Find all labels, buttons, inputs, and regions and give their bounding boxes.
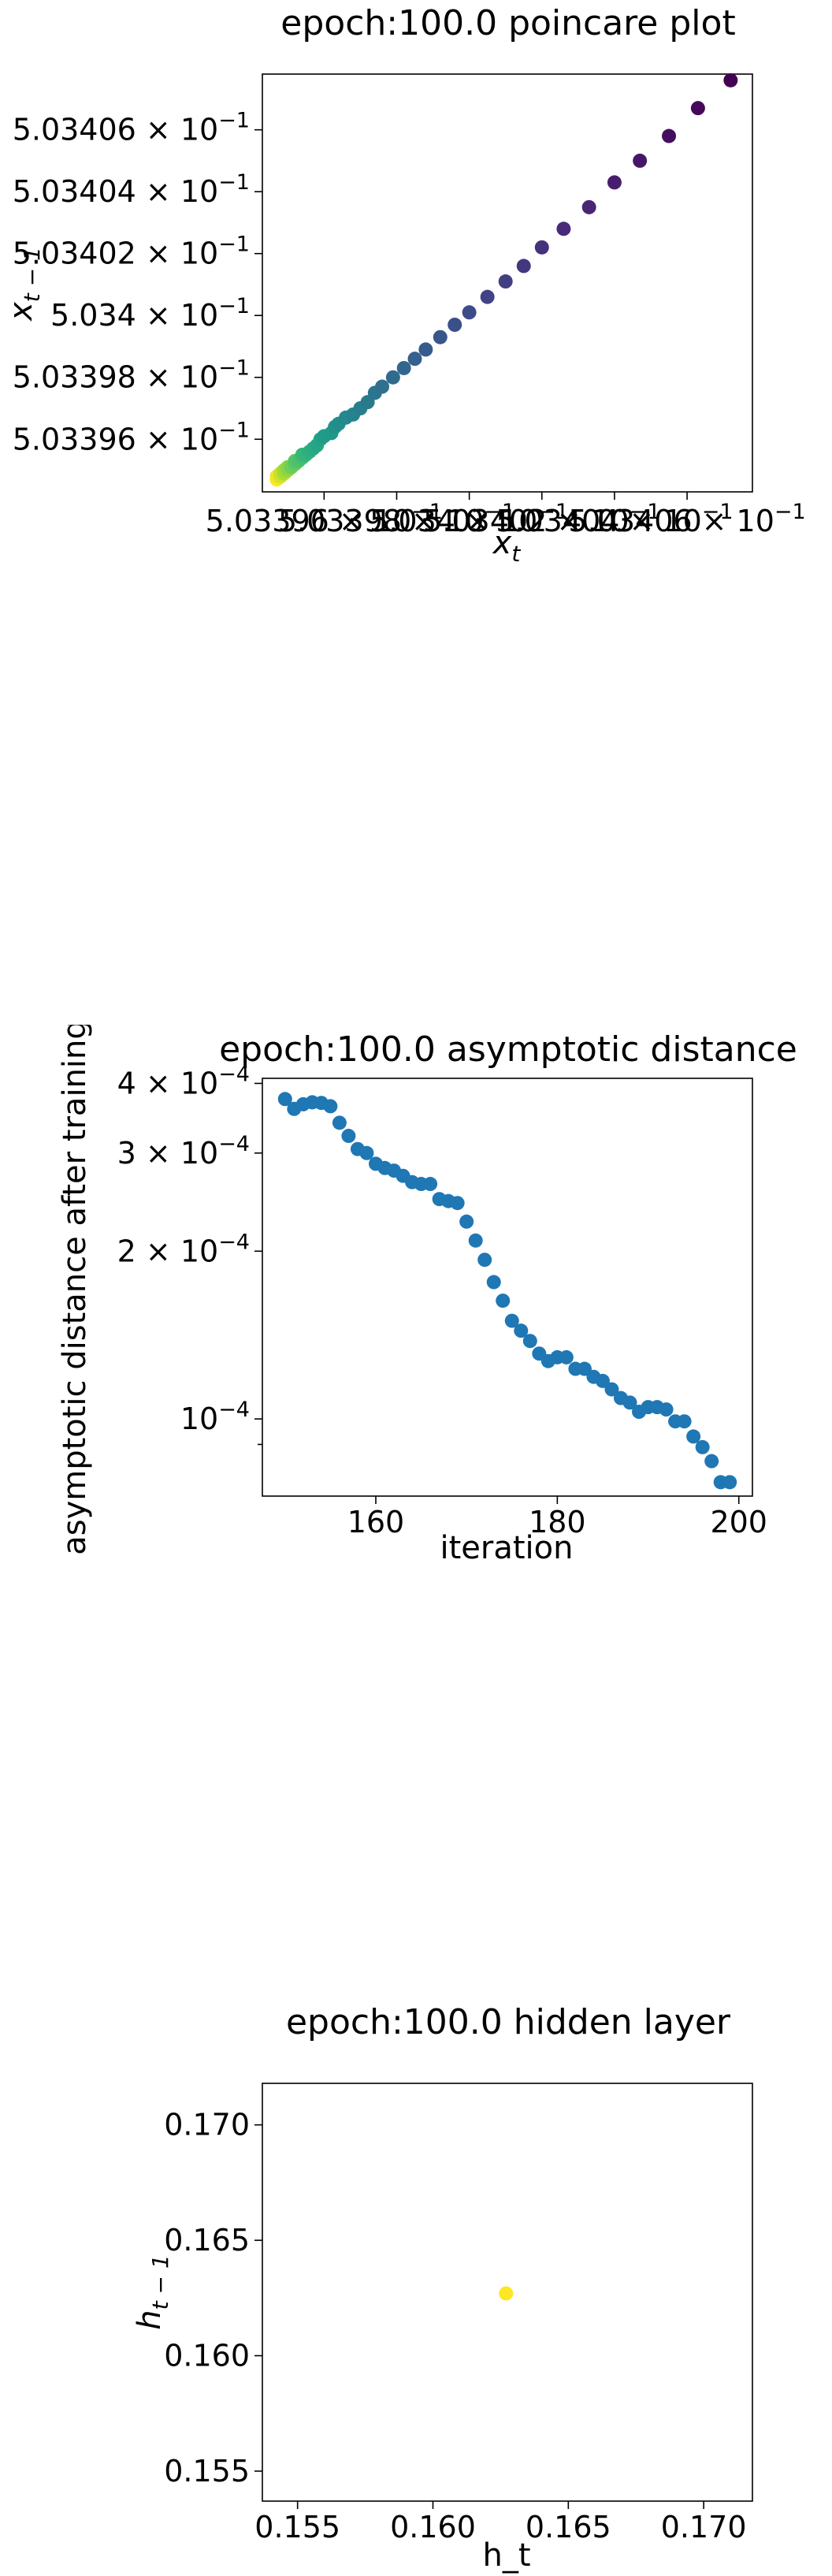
hidden-layer-x-label: h_t [482, 2537, 530, 2574]
asymptotic-x-tick-label: 160 [347, 1505, 405, 1539]
poincare-point [516, 259, 531, 274]
asymptotic-x-label: iteration [440, 1530, 574, 1566]
asymptotic-point [704, 1454, 719, 1469]
poincare-point [633, 153, 648, 168]
poincare-point [723, 73, 738, 87]
asymptotic-y-tick-label: 4 × 10−4 [117, 1062, 250, 1100]
poincare-plot-chart: epoch:100.0 poincare plot 5.03396 × 10−1… [3, 3, 806, 567]
asymptotic-points [277, 1092, 737, 1490]
asymptotic-point [604, 1382, 619, 1397]
asymptotic-point [450, 1196, 465, 1211]
poincare-point [407, 352, 422, 367]
asymptotic-point [595, 1373, 610, 1388]
asymptotic-point [477, 1253, 492, 1268]
hidden-layer-point [499, 2286, 514, 2301]
poincare-point [462, 305, 477, 320]
asymptotic-point [323, 1099, 338, 1114]
poincare-x-tick-label: 5.03398 × 10−1 [278, 500, 515, 538]
poincare-x-tick-label: 5.03404 × 10−1 [496, 500, 733, 538]
poincare-x-label: xt [492, 525, 522, 567]
hidden-layer-y-ticks: 0.155 0.160 0.165 0.170 [164, 2108, 262, 2489]
asymptotic-y-label: asymptotic distance after training [57, 1025, 93, 1555]
poincare-point [690, 101, 705, 116]
poincare-x-ticks: 5.03396 × 10−15.03398 × 10−15.034 × 10−1… [206, 492, 806, 538]
asymptotic-x-tick-label: 200 [710, 1505, 767, 1539]
hidden-layer-frame [262, 2083, 753, 2502]
poincare-x-tick-label: 5.03396 × 10−1 [206, 500, 443, 538]
poincare-y-tick-label: 5.03402 × 10−1 [13, 233, 250, 271]
hidden-layer-y-label: ht − 1 [132, 2254, 173, 2329]
asymptotic-point [514, 1323, 529, 1338]
hidden-layer-x-ticks: 0.155 0.160 0.165 0.170 [254, 2501, 747, 2544]
poincare-y-tick-label: 5.03406 × 10−1 [13, 109, 250, 147]
poincare-point [498, 274, 513, 289]
poincare-points [269, 73, 738, 487]
hidden-layer-chart: epoch:100.0 hidden layer 0.155 0.160 0.165… [132, 2002, 753, 2574]
asymptotic-point [622, 1395, 637, 1410]
poincare-y-tick-label: 5.03404 × 10−1 [13, 170, 250, 209]
asymptotic-distance-chart: epoch:100.0 asymptotic distance 4 × 10−4… [57, 1025, 797, 1566]
hidden-layer-y-tick-label: 0.160 [164, 2339, 250, 2373]
poincare-point [556, 221, 571, 236]
poincare-x-tick-label: 5.03402 × 10−1 [423, 500, 660, 538]
asymptotic-point [459, 1214, 474, 1229]
hidden-layer-x-tick-label: 0.170 [661, 2510, 747, 2544]
poincare-point [607, 175, 622, 190]
asymptotic-point [722, 1475, 737, 1490]
asymptotic-y-tick-label: 2 × 10−4 [117, 1230, 250, 1268]
asymptotic-y-tick-label: 10−4 [180, 1398, 250, 1436]
asymptotic-point [486, 1275, 501, 1290]
asymptotic-point [695, 1439, 710, 1454]
poincare-point [433, 329, 448, 344]
poincare-point [396, 360, 411, 375]
hidden-layer-x-tick-label: 0.165 [526, 2510, 611, 2544]
asymptotic-point [559, 1349, 574, 1364]
asymptotic-point [577, 1361, 592, 1376]
poincare-y-tick-label: 5.03398 × 10−1 [13, 356, 250, 395]
asymptotic-point [332, 1115, 347, 1130]
asymptotic-y-tick-label: 3 × 10−4 [117, 1132, 250, 1171]
asymptotic-point [496, 1294, 511, 1308]
asymptotic-point [522, 1334, 537, 1349]
poincare-point [375, 379, 390, 394]
poincare-point [448, 317, 462, 332]
asymptotic-point [677, 1414, 692, 1429]
poincare-plot-frame [262, 73, 753, 493]
asymptotic-point [504, 1313, 519, 1328]
poincare-x-tick-label: 5.03406 × 10−1 [568, 500, 805, 538]
hidden-layer-x-tick-label: 0.155 [254, 2510, 340, 2544]
poincare-point [418, 342, 433, 357]
poincare-point [480, 289, 495, 304]
poincare-point [662, 128, 677, 143]
poincare-point [581, 199, 596, 214]
asymptotic-point [659, 1402, 674, 1417]
hidden-layer-points [499, 2286, 514, 2301]
asymptotic-point [277, 1092, 292, 1107]
asymptotic-distance-frame [262, 1078, 753, 1497]
asymptotic-point [423, 1177, 438, 1192]
asymptotic-point [359, 1145, 374, 1160]
asymptotic-point [468, 1233, 483, 1248]
hidden-layer-title: epoch:100.0 hidden layer [286, 2002, 731, 2042]
hidden-layer-y-tick-label: 0.155 [164, 2454, 250, 2489]
poincare-y-tick-label: 5.034 × 10−1 [50, 294, 250, 333]
asymptotic-distance-title: epoch:100.0 asymptotic distance [219, 1029, 797, 1070]
asymptotic-x-ticks: 160 180 200 [347, 1496, 767, 1539]
hidden-layer-y-tick-label: 0.170 [164, 2108, 250, 2142]
poincare-y-label: xt − 1 [3, 247, 45, 322]
asymptotic-point [686, 1429, 701, 1444]
asymptotic-point [341, 1129, 356, 1144]
poincare-point [385, 370, 400, 385]
poincare-y-ticks: 5.03396 × 10−1 5.03398 × 10−1 5.034 × 10−1… [13, 109, 262, 456]
poincare-point [534, 240, 549, 255]
asymptotic-x-tick-label: 180 [529, 1505, 586, 1539]
asymptotic-y-ticks: 4 × 10−4 3 × 10−4 2 × 10−4 10−4 [117, 1062, 262, 1446]
hidden-layer-y-tick-label: 0.165 [164, 2223, 250, 2258]
poincare-x-tick-label: 5.034 × 10−1 [370, 500, 569, 538]
poincare-plot-title: epoch:100.0 poincare plot [280, 3, 735, 43]
poincare-y-tick-label: 5.03396 × 10−1 [13, 418, 250, 456]
hidden-layer-x-tick-label: 0.160 [390, 2510, 476, 2544]
